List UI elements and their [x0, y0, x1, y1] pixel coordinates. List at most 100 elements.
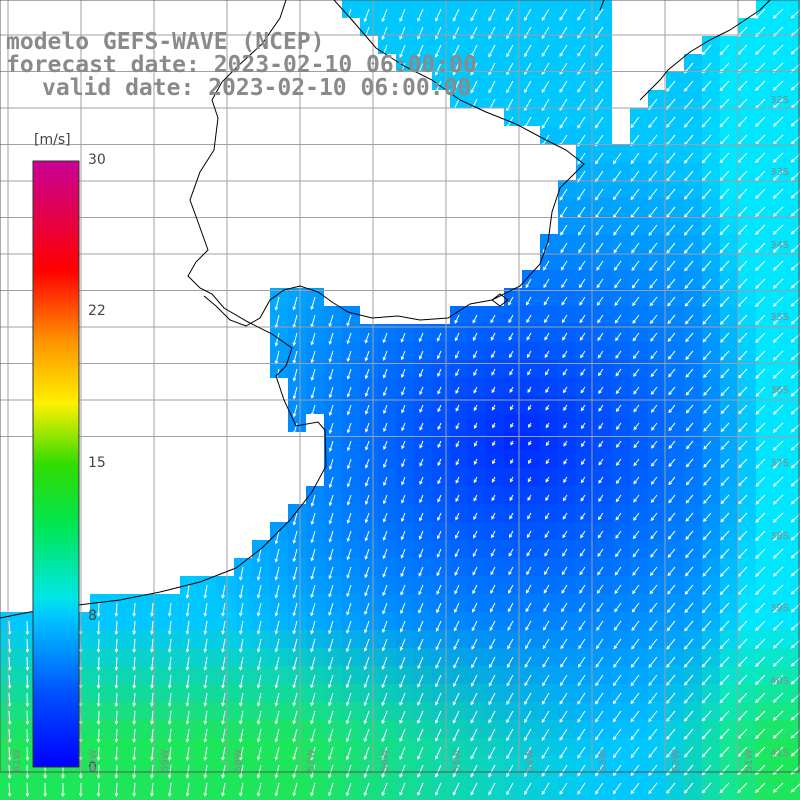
wind-arrow-head [542, 682, 546, 687]
wind-arrow [684, 764, 694, 776]
wind-arrow-head [399, 702, 403, 707]
wind-arrow [542, 674, 550, 686]
wind-cell [216, 792, 234, 800]
wind-arrow [310, 728, 316, 742]
wind-arrow-head [526, 301, 530, 306]
wind-arrow-head [382, 392, 387, 397]
wind-arrow-head [185, 792, 190, 797]
wind-arrow-head [399, 54, 403, 59]
wind-arrow-head [597, 571, 601, 576]
wind-arrow [293, 764, 298, 778]
wind-arrow-head [203, 756, 208, 761]
wind-arrow [577, 8, 586, 21]
wind-arrow-head [363, 629, 368, 634]
wind-arrow [648, 134, 658, 146]
wind-arrow [719, 728, 730, 739]
wind-arrow-head [614, 571, 619, 576]
wind-arrow [755, 332, 766, 343]
wind-arrow [667, 332, 676, 342]
wind-arrow-head [523, 53, 528, 58]
wind-arrow [133, 656, 136, 670]
wind-arrow [544, 332, 550, 340]
wind-arrow [239, 602, 244, 616]
wind-arrow [490, 332, 496, 341]
lat-label: 39S [770, 603, 790, 614]
wind-arrow [737, 224, 748, 235]
wind-arrow-head [525, 608, 530, 613]
wind-arrow-head [452, 71, 457, 76]
wind-arrow-head [256, 774, 261, 779]
wind-arrow-head [528, 424, 532, 428]
wind-arrow [293, 782, 298, 796]
wind-arrow [419, 350, 424, 360]
wind-arrow [630, 170, 640, 182]
wind-arrow-head [720, 464, 725, 469]
wind-arrow [524, 782, 532, 795]
wind-arrow [773, 692, 784, 703]
wind-arrow [417, 8, 424, 22]
wind-arrow [508, 584, 514, 594]
wind-arrow [527, 512, 532, 519]
wind-arrow-head [221, 612, 225, 617]
wind-arrow-head [399, 684, 403, 689]
wind-arrow-head [612, 754, 617, 759]
wind-arrow-head [114, 721, 119, 726]
colorbar-tick-30: 30 [88, 152, 106, 168]
wind-arrow [666, 170, 676, 182]
wind-arrow-head [292, 539, 297, 544]
wind-arrow [632, 314, 640, 324]
wind-arrow-head [633, 373, 637, 377]
wind-arrow [577, 188, 586, 201]
wind-arrow-head [454, 609, 458, 614]
wind-arrow-head [702, 303, 706, 307]
wind-arrow-head [615, 535, 619, 539]
wind-arrow [364, 728, 370, 742]
wind-arrow [257, 548, 262, 562]
wind-arrow-head [491, 371, 495, 376]
wind-arrow-head [345, 702, 350, 707]
wind-arrow-head [668, 427, 673, 432]
wind-arrow [595, 44, 604, 56]
wind-arrow-head [435, 646, 440, 651]
wind-arrow-head [417, 646, 422, 651]
wind-arrow-head [434, 71, 439, 76]
wind-arrow-head [508, 301, 512, 306]
wind-arrow [293, 710, 298, 724]
wind-arrow-head [630, 196, 635, 201]
wind-arrow-head [455, 407, 459, 412]
wind-arrow [435, 692, 442, 706]
wind-arrow-head [541, 737, 546, 742]
wind-arrow-head [596, 608, 601, 613]
wind-arrow-head [434, 35, 439, 40]
wind-arrow-head [488, 737, 492, 742]
wind-arrow [577, 26, 586, 39]
wind-arrow [595, 728, 604, 740]
wind-arrow [133, 746, 136, 760]
wind-arrow [755, 386, 766, 397]
wind-arrow [454, 548, 460, 557]
wind-arrow-head [292, 666, 297, 671]
wind-arrow [524, 710, 532, 723]
wind-cell [792, 324, 800, 342]
wind-arrow [666, 638, 676, 650]
wind-arrow [293, 314, 298, 328]
wind-arrow-head [345, 792, 350, 797]
wind-arrow [275, 782, 280, 796]
lat-label: 37S [770, 458, 790, 469]
wind-cell [792, 540, 800, 558]
wind-arrow-head [328, 394, 333, 399]
wind-arrow [133, 710, 136, 724]
wind-arrow [470, 80, 478, 93]
wind-arrow-head [399, 738, 403, 743]
wind-arrow-head [580, 497, 585, 502]
wind-arrow [598, 422, 604, 429]
wind-arrow-head [455, 443, 460, 448]
wind-arrow-head [292, 395, 297, 400]
wind-arrow [684, 206, 694, 218]
wind-arrow-head [491, 497, 495, 502]
wind-arrow-head [419, 373, 423, 378]
wind-arrow-head [648, 754, 652, 759]
wind-arrow-head [755, 573, 759, 577]
wind-arrow [365, 368, 370, 379]
wind-arrow-head [328, 702, 332, 707]
